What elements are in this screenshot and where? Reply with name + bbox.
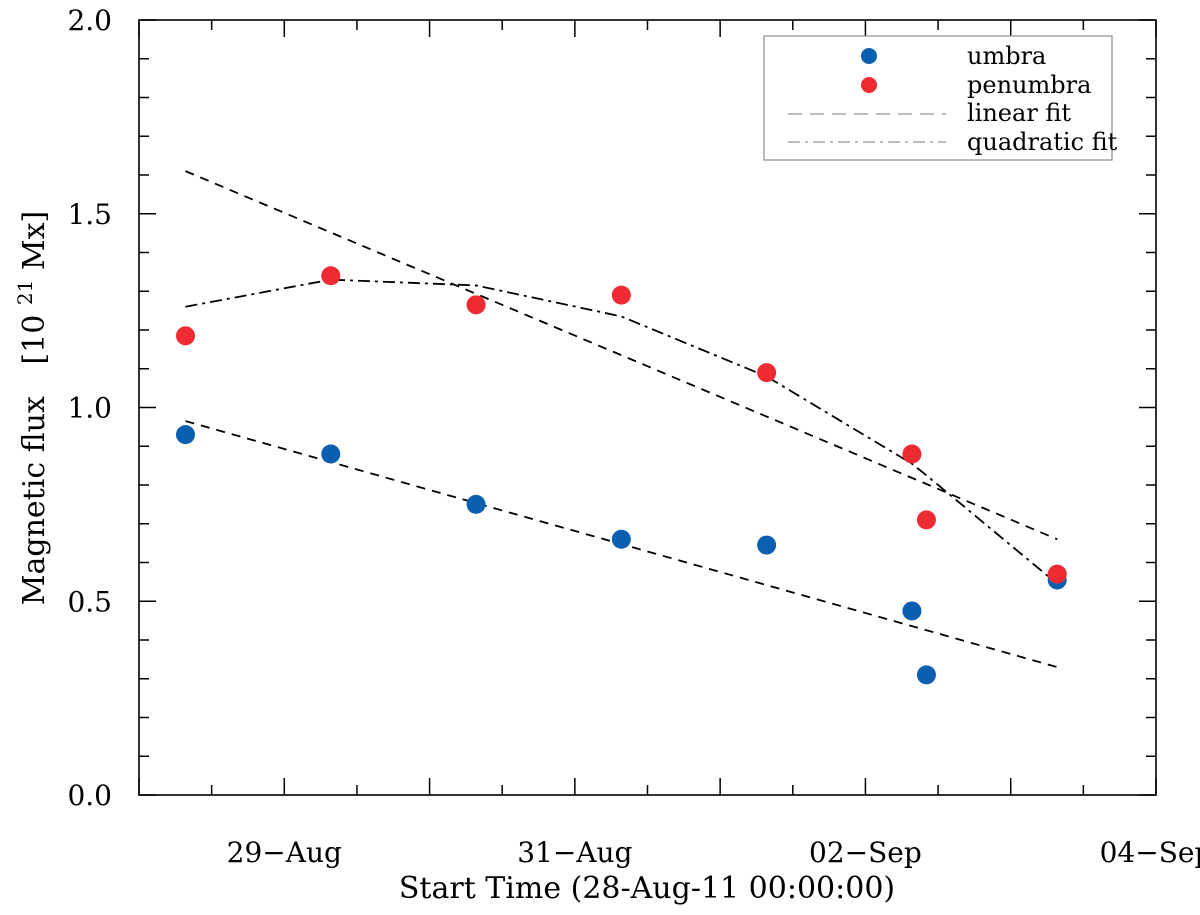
penumbra-point	[902, 444, 922, 464]
y-axis-label-unit-suffix: Mx]	[17, 211, 52, 270]
y-tick-label: 1.0	[67, 392, 112, 425]
y-tick-label: 0.0	[67, 779, 112, 812]
umbra-point	[902, 601, 922, 621]
x-tick-labels: 29−Aug 31−Aug 02−Sep 04−Sep	[227, 836, 1200, 869]
x-axis-label: Start Time (28-Aug-11 00:00:00)	[399, 871, 895, 906]
x-tick-label: 31−Aug	[517, 836, 632, 869]
fit-lines	[185, 170, 1058, 668]
penumbra-point	[175, 326, 195, 346]
y-tick-label: 0.5	[67, 585, 112, 618]
axis-ticks	[138, 19, 1157, 796]
y-axis-label-unit-prefix: [10	[17, 315, 52, 365]
umbra-point	[466, 494, 486, 514]
legend-quadratic-fit-label: quadratic fit	[967, 128, 1118, 156]
legend-umbra-label: umbra	[967, 42, 1046, 70]
legend-box	[763, 35, 1113, 161]
quadratic-fit-line-penumbra	[185, 278, 1058, 585]
legend: umbra penumbra linear fit quadratic fit	[763, 35, 1118, 161]
umbra-point	[611, 529, 631, 549]
umbra-point	[916, 665, 936, 685]
legend-umbra-marker	[861, 48, 877, 64]
umbra-point	[175, 425, 195, 445]
x-tick-label: 29−Aug	[227, 836, 342, 869]
y-axis-label-main: Magnetic flux	[17, 396, 52, 605]
penumbra-point	[611, 285, 631, 305]
penumbra-point	[466, 295, 486, 315]
legend-penumbra-marker	[861, 77, 877, 93]
y-tick-label: 2.0	[67, 4, 112, 37]
x-tick-label: 04−Sep	[1100, 836, 1200, 869]
x-tick-label: 02−Sep	[809, 836, 922, 869]
plot-frame	[138, 19, 1157, 796]
y-tick-labels: 0.0 0.5 1.0 1.5 2.0	[67, 4, 112, 812]
y-axis-label-unit-exp: 21	[13, 280, 37, 305]
umbra-point	[757, 535, 777, 555]
umbra-point	[321, 444, 341, 464]
data-points	[175, 266, 1067, 685]
linear-fit-line-penumbra	[185, 170, 1058, 541]
y-tick-label: 1.5	[67, 198, 112, 231]
y-axis-label: Magnetic flux [10 21 Mx]	[5, 211, 52, 605]
legend-penumbra-label: penumbra	[967, 71, 1091, 99]
penumbra-point	[1047, 564, 1067, 584]
penumbra-point	[321, 266, 341, 286]
penumbra-point	[757, 363, 777, 383]
legend-linear-fit-label: linear fit	[967, 99, 1071, 127]
penumbra-point	[916, 510, 936, 530]
